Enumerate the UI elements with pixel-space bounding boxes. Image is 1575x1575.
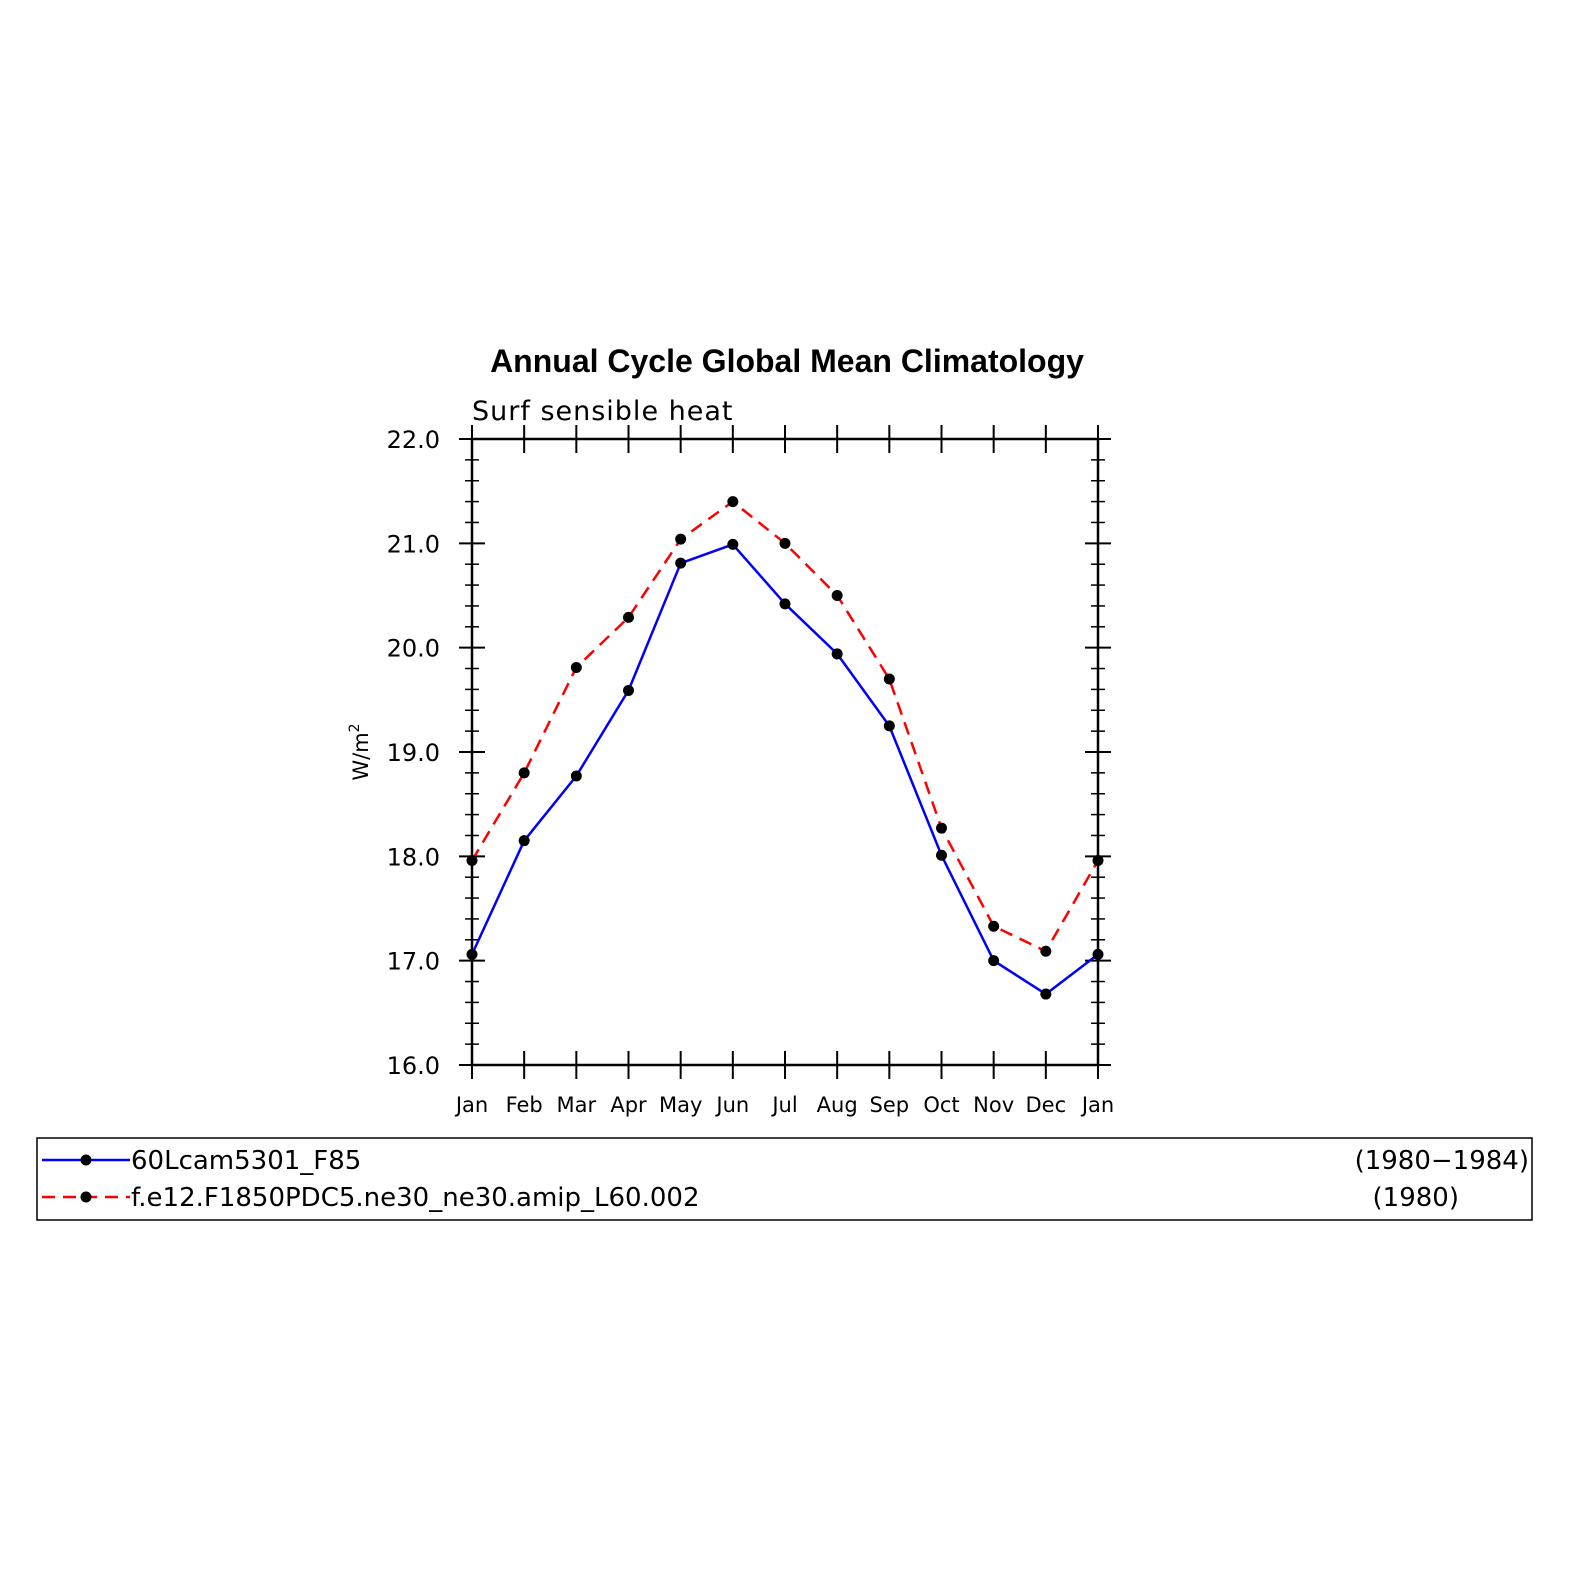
data-point [1040,945,1052,957]
data-point [936,822,947,834]
x-tick-label: Jun [714,1093,749,1117]
y-tick-label: 17.0 [387,948,440,976]
y-tick-label: 18.0 [387,843,440,871]
data-point [831,590,843,601]
x-tick-label: Aug [817,1093,858,1117]
plot-frame [470,437,1100,1067]
chart-title: Annual Cycle Global Mean Climatology [490,343,1084,379]
legend-marker [80,1191,92,1203]
legend: 60Lcam5301_F85 (1980−1984) f.e12.F1850PD… [36,1137,1533,1221]
y-tick-label: 19.0 [387,739,440,767]
y-tick-label: 21.0 [387,530,440,558]
series-lines [470,500,1100,996]
data-point [518,835,530,847]
data-point [623,611,634,623]
data-point [831,648,843,660]
series-markers [466,496,1104,1000]
data-point [883,673,895,685]
data-point [518,767,530,779]
data-point [727,538,739,550]
data-point [466,948,478,960]
data-point [988,920,1000,932]
data-point [675,557,687,569]
x-tick-label: Feb [506,1093,543,1117]
data-point [623,684,634,696]
legend-series-period: (1980) [1373,1183,1459,1213]
data-point [570,770,582,782]
y-tick-label: 16.0 [387,1052,440,1080]
x-tick-label: Sep [870,1093,910,1117]
series-line [470,500,1100,953]
legend-series-period: (1980−1984) [1355,1146,1529,1176]
x-tick-label: Jul [770,1093,797,1117]
data-point [727,496,739,508]
x-tick-label: Jan [1080,1093,1114,1117]
series-line [470,543,1099,996]
legend-series-name: 60Lcam5301_F85 [131,1146,361,1176]
data-point [988,955,1000,967]
data-point [883,720,895,732]
legend-item: 60Lcam5301_F85 (1980−1984) [42,1146,1529,1176]
data-point [570,661,582,673]
data-point [1092,855,1104,867]
x-tick-label: Dec [1026,1093,1067,1117]
axes: 16.0 17.0 18.0 19.0 20.0 21.0 22.0 Jan Feb Mar Apr… [387,425,1114,1117]
legend-series-name: f.e12.F1850PDC5.ne30_ne30.amip_L60.002 [131,1183,699,1213]
x-tick-label: Apr [610,1093,647,1117]
y-axis-label: W/m2 [347,723,373,780]
y-tick-label: 22.0 [387,426,440,454]
x-tick-label: May [659,1093,702,1117]
data-point [779,537,791,549]
x-tick-label: Nov [973,1093,1014,1117]
data-point [466,855,478,867]
legend-marker [80,1154,92,1166]
data-point [779,598,791,610]
legend-item: f.e12.F1850PDC5.ne30_ne30.amip_L60.002 (… [42,1183,1459,1213]
data-point [1040,988,1052,1000]
data-point [1092,948,1104,960]
legend-box [36,1137,1533,1221]
x-tick-label: Mar [557,1093,597,1117]
x-tick-label: Jan [454,1093,488,1117]
data-point [675,533,687,545]
chart-subtitle: Surf sensible heat [472,396,734,427]
y-tick-label: 20.0 [387,635,440,663]
data-point [936,849,947,861]
x-tick-label: Oct [923,1093,959,1117]
